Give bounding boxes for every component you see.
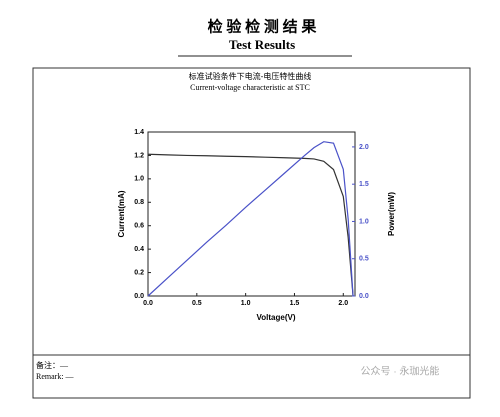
chart-title: 标准试验条件下电流-电压特性曲线 [189,71,312,81]
y-tick-label: 0.8 [134,199,144,206]
x-tick-label: 1.0 [241,300,251,307]
watermark: 公众号 · 永珈光能 [361,365,440,378]
x-tick-label: 1.5 [290,300,300,307]
y-tick-label: 1.2 [134,152,144,159]
y-axis-label: Current(mA) [117,190,126,237]
x-tick-label: 0.0 [143,300,153,307]
header-subtitle: Test Results [229,37,295,52]
y-tick-label: 0.4 [134,246,144,253]
series-line [147,141,354,297]
footer-note: 备注：— [36,360,69,370]
y2-axis-label: Power(mW) [387,192,396,236]
y-tick-label: 1.0 [134,176,144,183]
chart-subtitle: Current-voltage characteristic at STC [190,83,310,92]
plot-frame [147,131,356,297]
y2-tick-label: 0.0 [359,293,369,300]
y-tick-label: 0.2 [134,269,144,276]
y-tick-label: 0.0 [134,293,144,300]
x-tick-label: 2.0 [338,300,348,307]
series-line [147,153,354,297]
y2-tick-label: 1.0 [359,218,369,225]
y-tick-label: 1.4 [134,129,144,136]
y2-tick-label: 1.5 [359,181,369,188]
frame [32,67,471,399]
y2-tick-label: 2.0 [359,144,369,151]
x-axis-label: Voltage(V) [257,313,296,322]
x-tick-label: 0.5 [192,300,202,307]
footer-remark: Remark: — [36,372,75,381]
y-tick-label: 0.6 [134,223,144,230]
header-title: 检 验 检 测 结 果 [208,17,318,35]
y2-tick-label: 0.5 [359,256,369,263]
